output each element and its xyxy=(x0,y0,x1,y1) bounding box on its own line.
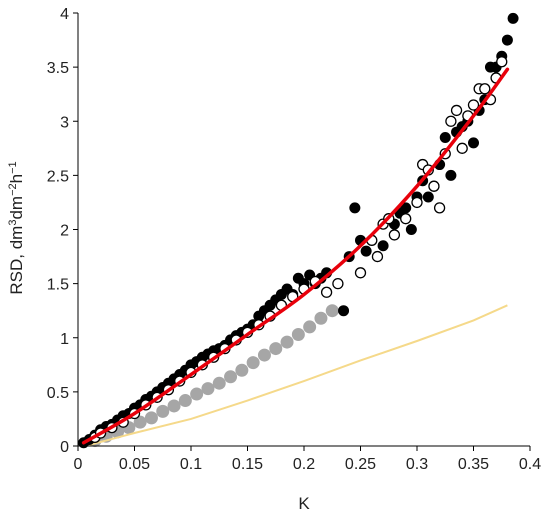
x-tick-label: 0.25 xyxy=(345,456,376,473)
filled-point xyxy=(405,224,417,235)
open-point xyxy=(467,99,480,111)
x-tick-label: 0.2 xyxy=(293,456,315,473)
filled-point xyxy=(468,137,479,149)
y-axis-title: RSD, dm3dm−2h−1 xyxy=(7,161,26,294)
open-point xyxy=(445,115,457,127)
x-tick-label: 0.05 xyxy=(119,456,150,473)
gray-point xyxy=(156,404,170,418)
open-point xyxy=(354,267,367,279)
y-axis-title-mid: dm xyxy=(7,196,26,220)
gray-point xyxy=(144,411,158,425)
gray-point xyxy=(190,387,204,401)
fit-line xyxy=(81,67,510,445)
filled-point xyxy=(445,169,457,181)
x-tick-label: 0.1 xyxy=(180,456,202,473)
y-axis-title-exp1: 3 xyxy=(7,220,19,226)
filled-point xyxy=(501,34,513,46)
filled-point xyxy=(338,305,350,317)
y-tick-label: 4 xyxy=(60,6,69,23)
gray-point xyxy=(224,370,238,384)
y-axis-title-exp2: −2 xyxy=(7,183,19,196)
open-point xyxy=(320,286,333,298)
y-tick-label: 2 xyxy=(60,223,69,240)
gray-point xyxy=(133,415,147,429)
gray-point xyxy=(280,335,294,349)
reference-line xyxy=(89,304,508,446)
gray-point xyxy=(314,311,328,325)
x-tick-label: 0.35 xyxy=(458,456,489,473)
filled-point xyxy=(377,240,389,252)
y-tick-label: 3.5 xyxy=(47,60,69,77)
gray-point xyxy=(257,348,271,362)
y-axis-title-exp3: −1 xyxy=(7,161,19,174)
series-layer xyxy=(78,12,519,449)
gray-point xyxy=(303,320,317,334)
filled-point xyxy=(349,202,361,214)
gray-point xyxy=(246,356,260,370)
open-point xyxy=(411,196,423,209)
filled-point xyxy=(422,191,434,203)
filled-point xyxy=(439,131,451,143)
gray-point xyxy=(235,363,249,377)
open-point xyxy=(332,277,344,290)
open-point xyxy=(433,202,446,214)
filled-point xyxy=(507,12,519,24)
open-point xyxy=(479,83,491,95)
open-point xyxy=(371,250,384,263)
gray-point xyxy=(167,399,181,413)
filled-point xyxy=(360,245,372,257)
x-tick-label: 0.3 xyxy=(406,456,428,473)
y-tick-label: 1 xyxy=(60,331,69,348)
gray-point xyxy=(291,328,305,342)
gray-point xyxy=(212,376,226,390)
x-tick-label: 0 xyxy=(74,456,83,473)
y-axis-title-base: RSD, dm xyxy=(7,226,26,295)
filled-point xyxy=(400,202,412,214)
y-tick-label: 2.5 xyxy=(47,168,69,185)
open-point xyxy=(388,229,401,241)
x-axis-title: K xyxy=(298,494,310,513)
gray-point xyxy=(325,304,339,318)
y-tick-label: 1.5 xyxy=(47,277,69,294)
gray-point xyxy=(178,394,192,408)
y-axis-title-mid2: h xyxy=(7,174,26,183)
ticks-layer: 0 0.05 0.1 0.15 0.2 0.25 0.3 0.35 0.4 0 0.5 1 1.5 2 2.… xyxy=(47,6,541,473)
x-tick-label: 0.15 xyxy=(232,456,263,473)
open-point xyxy=(456,142,468,154)
plot-area xyxy=(78,13,530,446)
x-tick-label: 0.4 xyxy=(519,456,541,473)
y-tick-label: 0 xyxy=(60,439,69,456)
gray-point xyxy=(269,342,283,356)
y-tick-label: 3 xyxy=(60,114,69,131)
open-point xyxy=(428,180,440,192)
y-tick-label: 0.5 xyxy=(47,385,69,402)
open-point xyxy=(400,213,412,225)
open-point xyxy=(496,56,508,68)
open-point xyxy=(450,104,463,117)
gray-point xyxy=(201,382,215,396)
